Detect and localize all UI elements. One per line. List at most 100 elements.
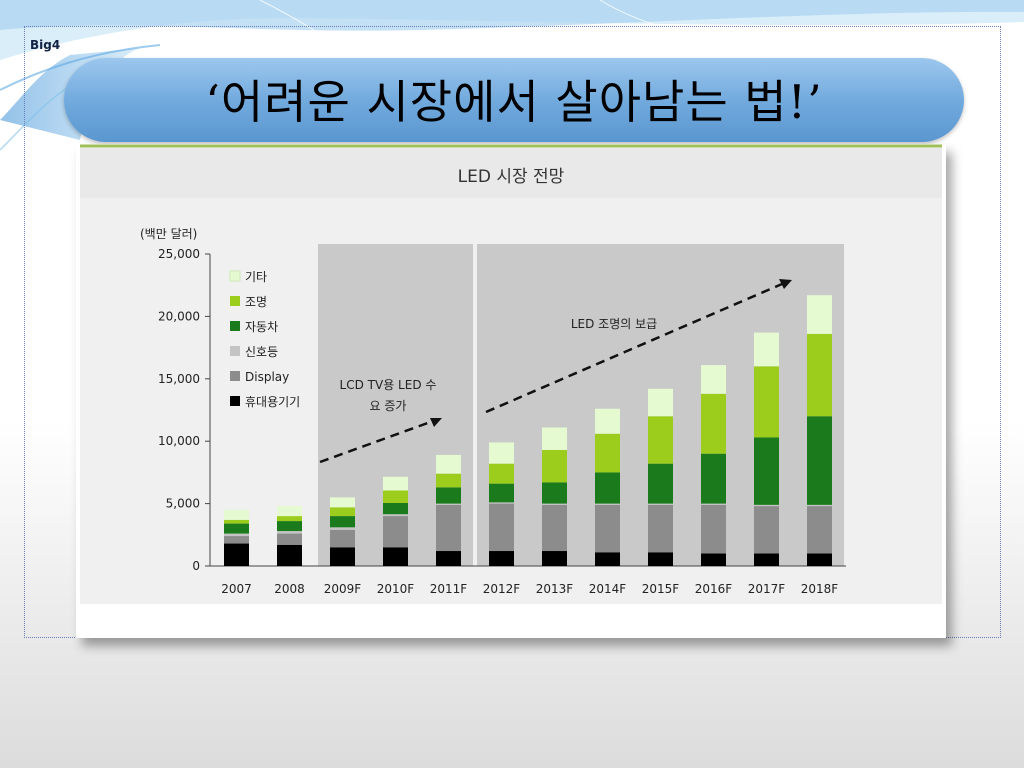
bar-2013F-series-5 <box>542 427 567 450</box>
y-tick-label-3: 15,000 <box>158 372 200 386</box>
bar-2017F-series-3 <box>754 437 779 505</box>
bar-2013F-series-2 <box>542 503 567 505</box>
y-axis-label: (백만 달러) <box>140 227 197 241</box>
x-tick-label-1: 2008 <box>274 582 305 596</box>
bar-2018F-series-3 <box>807 416 832 505</box>
bar-2007-series-4 <box>224 519 249 524</box>
bar-2008-series-2 <box>277 531 302 534</box>
bar-2010F-series-1 <box>383 516 408 548</box>
bar-2011F-series-5 <box>436 454 461 474</box>
x-tick-label-6: 2013F <box>536 582 574 596</box>
slide-label: Big4 <box>30 38 61 52</box>
trend-arrow-1-head <box>430 418 442 427</box>
legend-swatch-0 <box>230 396 240 406</box>
bar-2015F-series-5 <box>648 388 673 417</box>
bar-2015F-series-4 <box>648 416 673 464</box>
bar-2017F-series-1 <box>754 506 779 554</box>
led-market-chart: LED 시장 전망 0 5,000 10,000 15,000 20,000 25,000 (… <box>76 144 946 638</box>
bar-2009F-series-2 <box>330 527 355 530</box>
bar-2008-series-1 <box>277 533 302 545</box>
bar-2017F-series-4 <box>754 366 779 438</box>
bar-2016F-series-5 <box>701 365 726 394</box>
bar-2014F-series-5 <box>595 408 620 434</box>
bar-2008-series-4 <box>277 516 302 522</box>
trend-arrow-2-head <box>779 279 792 289</box>
legend-label-4: 조명 <box>245 295 267 309</box>
y-tick-label-4: 20,000 <box>158 309 200 323</box>
bar-2009F-series-3 <box>330 516 355 528</box>
bar-2013F-series-0 <box>542 551 567 566</box>
bar-2015F-series-3 <box>648 463 673 504</box>
x-tick-label-7: 2014F <box>589 582 627 596</box>
x-tick-label-8: 2015F <box>642 582 680 596</box>
bar-2011F-series-2 <box>436 503 461 505</box>
bar-2009F-series-0 <box>330 547 355 566</box>
x-tick-label-3: 2010F <box>377 582 415 596</box>
bar-2014F-series-1 <box>595 504 620 553</box>
bar-2008-series-5 <box>277 506 302 517</box>
slide-title: ‘어려운 시장에서 살아남는 법!’ <box>205 75 823 129</box>
bar-2016F-series-0 <box>701 553 726 566</box>
bar-2017F-series-5 <box>754 332 779 367</box>
bar-2007-series-0 <box>224 543 249 566</box>
legend-swatch-1 <box>230 371 240 381</box>
annotation-lcd-line2: 요 증가 <box>370 399 407 413</box>
annotation-lighting: LED 조명의 보급 <box>571 317 657 331</box>
bar-2012F-series-1 <box>489 503 514 552</box>
bar-2016F-series-4 <box>701 393 726 454</box>
bar-2012F-series-0 <box>489 551 514 566</box>
bar-2009F-series-5 <box>330 497 355 508</box>
trend-arrow-2-line <box>485 282 783 414</box>
bar-2010F-series-4 <box>383 490 408 503</box>
legend-label-1: Display <box>245 370 289 384</box>
x-tick-label-9: 2016F <box>695 582 733 596</box>
bar-2007-series-5 <box>224 509 249 520</box>
bar-2011F-series-0 <box>436 551 461 566</box>
bar-2012F-series-3 <box>489 483 514 503</box>
bar-2018F-series-4 <box>807 333 832 417</box>
title-banner <box>64 58 964 142</box>
bar-2017F-series-0 <box>754 553 779 566</box>
bar-2007-series-2 <box>224 533 249 537</box>
bar-2018F-series-2 <box>807 504 832 507</box>
bar-2007-series-3 <box>224 523 249 534</box>
bar-2013F-series-3 <box>542 482 567 504</box>
bar-2015F-series-0 <box>648 552 673 566</box>
legend-swatch-3 <box>230 321 240 331</box>
bar-2014F-series-4 <box>595 433 620 473</box>
bar-2016F-series-2 <box>701 503 726 505</box>
y-tick-label-1: 5,000 <box>166 497 200 511</box>
bar-2008-series-0 <box>277 544 302 566</box>
bar-2010F-series-3 <box>383 502 408 515</box>
bar-2018F-series-1 <box>807 506 832 554</box>
bar-2013F-series-1 <box>542 504 567 552</box>
y-tick-label-0: 0 <box>192 559 200 573</box>
bar-2010F-series-5 <box>383 476 408 491</box>
bar-2014F-series-3 <box>595 472 620 504</box>
y-tick-label-2: 10,000 <box>158 434 200 448</box>
x-tick-label-10: 2017F <box>748 582 786 596</box>
bar-2010F-series-0 <box>383 547 408 566</box>
bar-2007-series-1 <box>224 536 249 544</box>
legend-label-0: 휴대용기기 <box>245 395 300 409</box>
x-tick-label-0: 2007 <box>221 582 252 596</box>
chart-header-band <box>80 148 942 198</box>
legend-label-3: 자동차 <box>245 320 278 334</box>
bar-2018F-series-5 <box>807 295 832 334</box>
bar-2012F-series-4 <box>489 463 514 484</box>
bar-2016F-series-1 <box>701 504 726 554</box>
bar-2010F-series-2 <box>383 514 408 517</box>
bar-2013F-series-4 <box>542 449 567 483</box>
bar-2018F-series-0 <box>807 553 832 566</box>
bar-2011F-series-4 <box>436 473 461 488</box>
bar-2014F-series-2 <box>595 503 620 505</box>
bar-2012F-series-5 <box>489 442 514 464</box>
bar-2017F-series-2 <box>754 504 779 507</box>
bar-2016F-series-3 <box>701 453 726 504</box>
bar-2009F-series-1 <box>330 529 355 548</box>
bar-2011F-series-1 <box>436 504 461 552</box>
legend-swatch-4 <box>230 296 240 306</box>
x-tick-label-11: 2018F <box>801 582 839 596</box>
bar-2014F-series-0 <box>595 552 620 566</box>
y-tick-label-5: 25,000 <box>158 247 200 261</box>
